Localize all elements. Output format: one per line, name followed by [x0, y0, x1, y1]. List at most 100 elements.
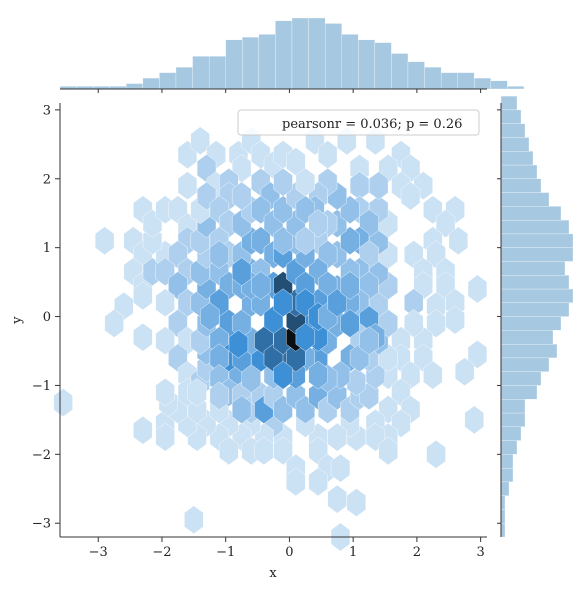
hexbin-cell	[340, 309, 360, 338]
hexbin-cell	[177, 171, 198, 200]
y-histogram-bar	[500, 247, 574, 262]
hexbin-cell	[295, 167, 315, 197]
x-histogram-bar	[275, 20, 293, 90]
y-tick-label: 1	[43, 241, 51, 256]
hexbin-cell	[295, 226, 315, 256]
hexbin-cell	[455, 357, 475, 386]
x-histogram-bar	[407, 61, 425, 90]
hexbin-cell	[200, 302, 220, 331]
hexbin-cell	[133, 281, 153, 311]
y-histogram-bar	[500, 330, 554, 345]
y-histogram-bar	[500, 412, 526, 427]
y-tick-label: −2	[32, 448, 51, 463]
hexbin-cell	[133, 415, 153, 445]
y-histogram-bar	[500, 385, 538, 400]
hexbin-cell	[155, 378, 175, 407]
x-histogram-bar	[291, 17, 309, 90]
x-histogram-bar	[490, 80, 508, 90]
hexbin-cell	[94, 226, 115, 256]
x-axis-label: x	[269, 566, 277, 581]
hexbin-cell	[184, 505, 204, 535]
y-histogram-bar	[500, 178, 542, 193]
hexbin-cell	[228, 329, 249, 359]
y-histogram-bar	[500, 123, 526, 138]
y-histogram-bar	[500, 371, 542, 386]
x-tick-label: −1	[216, 545, 235, 560]
x-tick-label: 1	[349, 545, 357, 560]
axes-layer: −3 −2 −1 0 1 2 3 −3 −2 −1 0 1 2 3	[32, 103, 487, 560]
hexbin-cell	[308, 360, 328, 390]
y-histogram-bar	[500, 109, 522, 124]
y-histogram-bar	[500, 399, 526, 414]
y-tick-label: 3	[43, 103, 51, 118]
x-histogram-bar	[126, 83, 144, 90]
x-histogram-bar	[192, 56, 210, 90]
hexbin-cell	[273, 436, 293, 466]
y-histogram-bar	[500, 481, 510, 496]
hexbin-cell	[426, 440, 446, 469]
x-histogram-bar	[474, 77, 491, 90]
x-histogram-bar	[424, 67, 442, 90]
x-histogram-bar	[440, 72, 458, 90]
y-histogram-bar	[500, 192, 550, 207]
hexbin-cell	[426, 309, 446, 338]
hexbin-cell	[231, 257, 252, 287]
hexbin-cell	[435, 209, 456, 238]
hexbin-cell	[273, 288, 293, 318]
y-histogram-bar	[500, 206, 562, 221]
hexbin-cell	[308, 209, 328, 238]
x-histogram-bar	[507, 86, 525, 90]
x-histogram-bar	[225, 39, 243, 90]
x-tick-label: 2	[413, 545, 421, 560]
y-tick-label: 2	[43, 172, 51, 187]
x-histogram-bar	[324, 23, 342, 90]
y-axis-label: y	[10, 316, 25, 325]
hexbin-cell	[359, 326, 379, 355]
x-tick-label: −2	[152, 545, 171, 560]
y-histogram-bar	[500, 454, 514, 469]
y-histogram-bar	[500, 426, 522, 441]
x-tick-label: −3	[89, 545, 108, 560]
hexbin-cell	[327, 484, 347, 514]
y-histogram-bar	[500, 343, 558, 359]
y-histogram-bar	[500, 467, 514, 483]
hexbin-cell	[273, 167, 293, 197]
hexbin-cell	[330, 453, 351, 483]
hexbin-cell	[423, 360, 443, 390]
x-histogram-bar	[391, 53, 409, 90]
hexbin-cell	[273, 360, 293, 390]
hexbin-cell	[467, 274, 488, 304]
hexbin-cell	[346, 488, 366, 517]
y-histogram-bar	[500, 151, 534, 166]
hexbin-cell	[340, 271, 360, 300]
hexbin-cell	[308, 467, 328, 497]
x-histogram-bar	[142, 77, 160, 90]
hexbin-cell	[464, 405, 484, 435]
y-histogram-bar	[500, 261, 566, 276]
hexbin-cell	[295, 322, 315, 352]
y-histogram-bar	[500, 523, 506, 538]
hexbin-cell	[155, 422, 175, 452]
legend-text: pearsonr = 0.036; p = 0.26	[282, 117, 462, 132]
y-tick-label: −3	[32, 517, 51, 532]
hexbin-cell	[209, 240, 230, 269]
y-tick-label: 0	[43, 310, 51, 325]
y-histogram-bar	[500, 288, 574, 303]
x-histogram-bar	[258, 34, 276, 90]
x-histogram-bar	[358, 39, 375, 90]
hexbin-cell	[190, 126, 210, 156]
legend: pearsonr = 0.036; p = 0.26	[237, 109, 480, 136]
hexbin-cell	[209, 381, 230, 411]
y-histogram-bar	[500, 302, 570, 317]
y-histogram-bar	[500, 95, 518, 111]
hexbin-cell	[448, 226, 468, 256]
x-tick-label: 0	[285, 545, 293, 560]
y-histogram-bar	[500, 316, 562, 331]
y-histogram-bar	[500, 164, 538, 179]
x-histogram-bar	[208, 56, 226, 90]
hexbin-cell	[445, 305, 465, 335]
y-histogram-bar	[500, 137, 530, 152]
y-histogram-bar	[500, 495, 506, 510]
x-tick-label: 3	[476, 545, 484, 560]
